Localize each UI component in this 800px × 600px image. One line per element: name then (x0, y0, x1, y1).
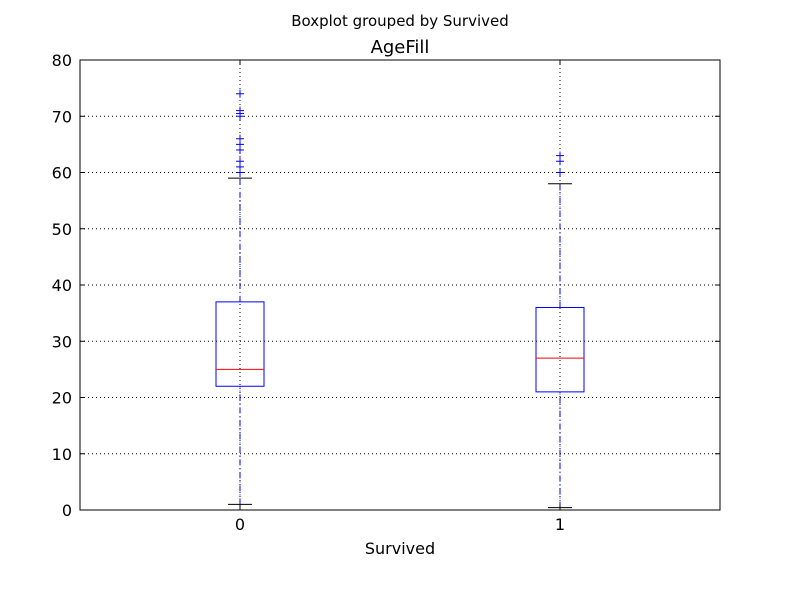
y-tick-label: 20 (52, 389, 72, 408)
y-tick-label: 60 (52, 164, 72, 183)
y-tick-label: 40 (52, 276, 72, 295)
y-axis: 0 10 20 30 40 50 60 70 80 (52, 51, 720, 520)
iqr-box (535, 307, 585, 393)
y-tick-label: 10 (52, 445, 72, 464)
y-tick-label: 30 (52, 332, 72, 351)
outlier-marker (236, 157, 244, 166)
box-0 (215, 89, 265, 505)
outlier-marker (556, 168, 564, 177)
grid-lines (80, 60, 720, 510)
outlier-marker (236, 134, 244, 143)
outlier-marker (236, 89, 244, 98)
y-tick-label: 70 (52, 107, 72, 126)
x-axis-label: Survived (365, 539, 435, 558)
y-tick-label: 50 (52, 220, 72, 239)
chart-suptitle: Boxplot grouped by Survived (291, 12, 509, 30)
box-group (215, 89, 585, 509)
y-tick-label: 80 (52, 51, 72, 70)
y-tick-label: 0 (62, 501, 72, 520)
outlier-marker (556, 151, 564, 160)
chart-title: AgeFill (371, 37, 430, 58)
iqr-box (215, 301, 265, 387)
x-tick-label: 0 (235, 515, 245, 534)
outlier-marker (236, 106, 244, 115)
x-tick-label: 1 (555, 515, 565, 534)
box-1 (535, 151, 585, 509)
